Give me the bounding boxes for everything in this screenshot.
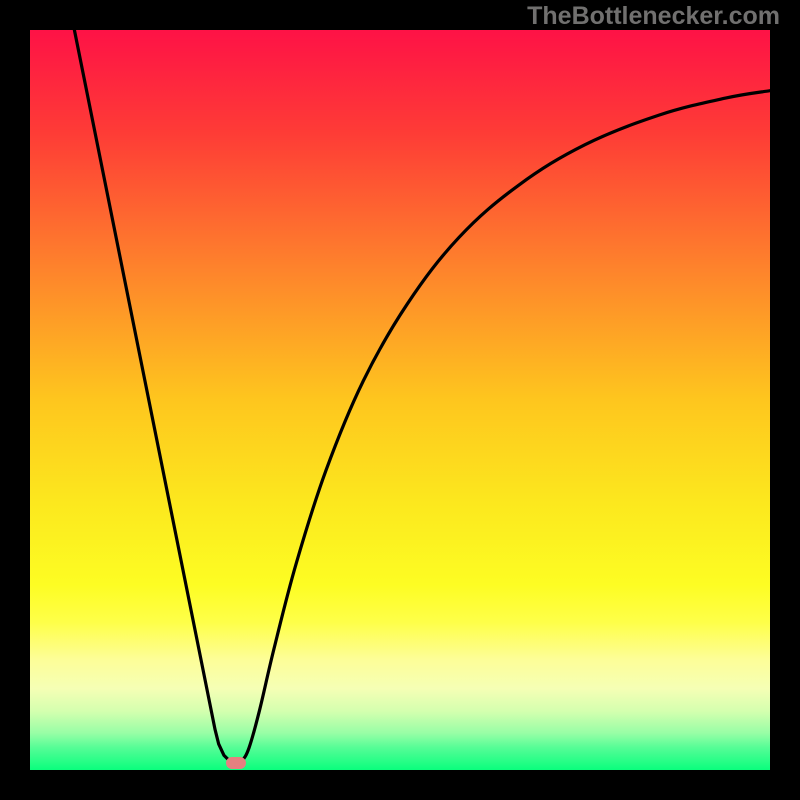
optimum-marker xyxy=(226,757,246,769)
plot-area xyxy=(30,30,770,770)
chart-frame: TheBottlenecker.com xyxy=(0,0,800,800)
watermark-text: TheBottlenecker.com xyxy=(527,2,780,31)
bottleneck-curve xyxy=(30,30,770,770)
